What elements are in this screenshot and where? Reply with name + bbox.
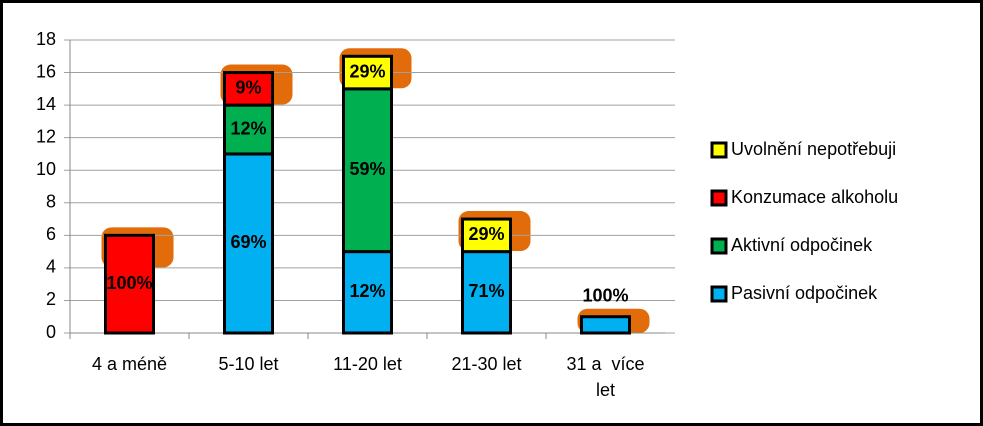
x-tick-label: 4 a méně: [91, 354, 168, 374]
legend-label: Pasivní odpočinek: [731, 283, 878, 303]
x-tick-label: 31 a více let: [566, 354, 650, 400]
legend-label: Aktivní odpočinek: [731, 235, 873, 255]
x-tick-label: 11-20 let: [333, 354, 402, 374]
segment-label: 100%: [106, 273, 152, 293]
legend-swatch: [710, 237, 728, 255]
segment-label: 59%: [349, 159, 385, 179]
bar-segment: [580, 315, 631, 335]
y-tick-label: 16: [36, 61, 56, 81]
segment-label: 71%: [468, 281, 504, 301]
segment-label: 69%: [230, 232, 266, 252]
legend-swatch: [710, 285, 728, 303]
y-tick-label: 14: [36, 94, 56, 114]
bar-segment: [342, 250, 393, 335]
y-tick-label: 12: [36, 126, 56, 146]
legend-swatch: [710, 141, 728, 159]
y-tick-label: 8: [46, 192, 56, 212]
bar-segment: [223, 71, 274, 107]
y-tick-label: 0: [46, 322, 56, 342]
segment-label: 29%: [468, 224, 504, 244]
legend-label: Uvolnění nepotřebuji: [731, 139, 896, 159]
y-tick-label: 10: [36, 159, 56, 179]
bar-segment: [104, 233, 155, 335]
segment-label: 12%: [349, 281, 385, 301]
y-tick-label: 2: [46, 289, 56, 309]
y-tick-label: 18: [36, 29, 56, 49]
segment-label: 9%: [235, 78, 261, 98]
legend-label: Konzumace alkoholu: [731, 187, 898, 207]
x-tick-label: 21-30 let: [451, 354, 522, 374]
bar-segment: [461, 217, 512, 254]
y-tick-label: 4: [46, 257, 56, 277]
bar-segment: [342, 54, 393, 91]
y-tick-label: 6: [46, 224, 56, 244]
segment-label: 29%: [349, 61, 385, 81]
x-tick-label: 5-10 let: [218, 354, 279, 374]
segment-label: 12%: [230, 118, 266, 138]
segment-label: 100%: [582, 285, 628, 305]
bar-segment: [461, 250, 512, 335]
legend-swatch: [710, 189, 728, 207]
